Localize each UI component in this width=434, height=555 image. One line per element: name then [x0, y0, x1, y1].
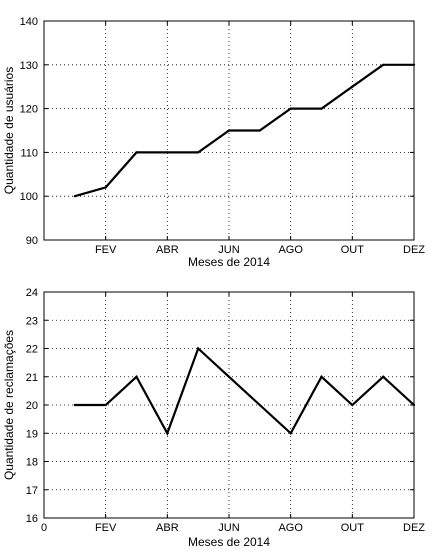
- data-point: [197, 151, 200, 154]
- data-point: [382, 63, 385, 66]
- y-tick-label: 24: [26, 287, 38, 299]
- y-tick-label: 19: [26, 428, 38, 440]
- data-point: [289, 107, 292, 110]
- chart-complaints: 16 17 18 19 20 21 22 23 24 0 FEV ABR JUN AGO OUT DEZ Mes…: [2, 287, 425, 549]
- x-tick-label: OUT: [341, 244, 365, 256]
- data-point: [289, 432, 292, 435]
- x-tick-label: OUT: [341, 522, 365, 534]
- data-point: [320, 375, 323, 378]
- y-tick-label: 23: [26, 315, 38, 327]
- data-point: [104, 403, 107, 407]
- data-point: [412, 403, 416, 407]
- y-tick-label: 120: [20, 104, 38, 116]
- y-tick-label: 17: [26, 485, 38, 497]
- y-tick-label: 110: [20, 147, 38, 159]
- x-tick-label: AGO: [278, 244, 303, 256]
- y-tick-label: 16: [26, 513, 38, 525]
- chart-users: 90 100 110 120 130 140 FEV ABR JUN AGO OUT DEZ Meses…: [2, 16, 425, 269]
- y-axis-label: Quantidade de reclamações: [2, 330, 16, 480]
- x-tick-label: FEV: [95, 522, 117, 534]
- y-tick-label: 140: [20, 16, 38, 28]
- data-point: [197, 347, 200, 350]
- x-tick-label: JUN: [218, 522, 239, 534]
- x-tick-label: DEZ: [403, 522, 425, 534]
- data-point: [73, 195, 76, 198]
- data-point: [351, 85, 354, 88]
- y-tick-label: 18: [26, 457, 38, 469]
- y-axis-label: Quantidade de usuários: [2, 67, 16, 194]
- x-axis-label: Meses de 2014: [188, 255, 270, 269]
- x-tick-label: AGO: [278, 522, 303, 534]
- x-axis-label: Meses de 2014: [188, 535, 270, 549]
- series-line: [74, 63, 414, 198]
- y-tick-label: 100: [20, 191, 38, 203]
- x-tick-label: DEZ: [403, 244, 425, 256]
- x-tick-label: JUN: [218, 244, 239, 256]
- y-tick-label: 130: [20, 60, 38, 72]
- x-tick-label: ABR: [156, 244, 179, 256]
- data-point: [73, 403, 76, 407]
- x-tick-label: ABR: [156, 522, 179, 534]
- data-point: [412, 63, 416, 66]
- data-point: [227, 129, 231, 132]
- data-point: [135, 375, 138, 378]
- x-tick-label: 0: [41, 522, 47, 534]
- data-point: [227, 375, 231, 378]
- data-point: [135, 151, 138, 154]
- data-point: [320, 107, 323, 110]
- y-tick-label: 20: [26, 400, 38, 412]
- data-point: [258, 403, 261, 407]
- data-point: [258, 129, 261, 132]
- data-point: [351, 403, 354, 407]
- data-point: [382, 375, 385, 378]
- series-line: [74, 346, 415, 436]
- y-tick-label: 90: [26, 235, 38, 247]
- data-point: [166, 151, 169, 154]
- x-tick-label: FEV: [95, 244, 117, 256]
- y-tick-label: 21: [26, 372, 38, 384]
- y-tick-label: 22: [26, 344, 38, 356]
- data-point: [166, 432, 169, 435]
- data-point: [104, 186, 107, 189]
